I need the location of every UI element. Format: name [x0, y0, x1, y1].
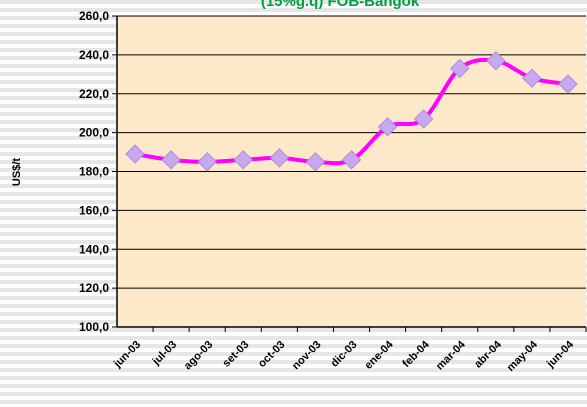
marker: [197, 152, 217, 172]
marker: [558, 74, 578, 94]
marker: [161, 150, 181, 170]
x-tick-label: ago-03: [182, 339, 216, 373]
x-tick-label: set-03: [220, 339, 251, 370]
y-tick-label: 100,0: [79, 320, 109, 334]
y-tick-label: 180,0: [79, 165, 109, 179]
marker: [305, 152, 326, 172]
y-tick-label: 260,0: [79, 9, 109, 23]
x-tick-label: may-04: [505, 338, 541, 374]
x-tick-label: feb-04: [400, 338, 432, 370]
x-tick-label: oct-03: [256, 339, 287, 370]
y-tick-label: 140,0: [79, 242, 109, 256]
marker: [522, 68, 542, 88]
y-tick-label: 240,0: [79, 48, 109, 62]
x-tick-label: mar-04: [434, 338, 469, 373]
marker: [413, 109, 434, 129]
x-tick-label: jul-03: [150, 339, 180, 369]
y-axis-label: US$/t: [11, 158, 23, 186]
x-tick-label: nov-03: [290, 339, 324, 373]
y-tick-label: 220,0: [79, 87, 109, 101]
x-tick-label: abr-04: [472, 338, 504, 370]
marker: [269, 148, 290, 168]
x-tick-label: jun-04: [544, 338, 577, 371]
marker: [233, 150, 253, 170]
marker: [450, 58, 470, 79]
chart-title: (15%g.q) FOB-Bangok: [261, 0, 420, 10]
marker: [341, 150, 362, 170]
y-tick-label: 160,0: [79, 203, 109, 217]
x-tick-label: ene-04: [363, 338, 397, 372]
y-tick-label: 200,0: [79, 126, 109, 140]
x-tick-label: jun-03: [111, 339, 143, 371]
marker: [486, 50, 506, 71]
marker: [125, 144, 145, 164]
marker: [377, 117, 398, 137]
y-tick-label: 120,0: [79, 281, 109, 295]
x-tick-label: dic-03: [329, 339, 360, 370]
